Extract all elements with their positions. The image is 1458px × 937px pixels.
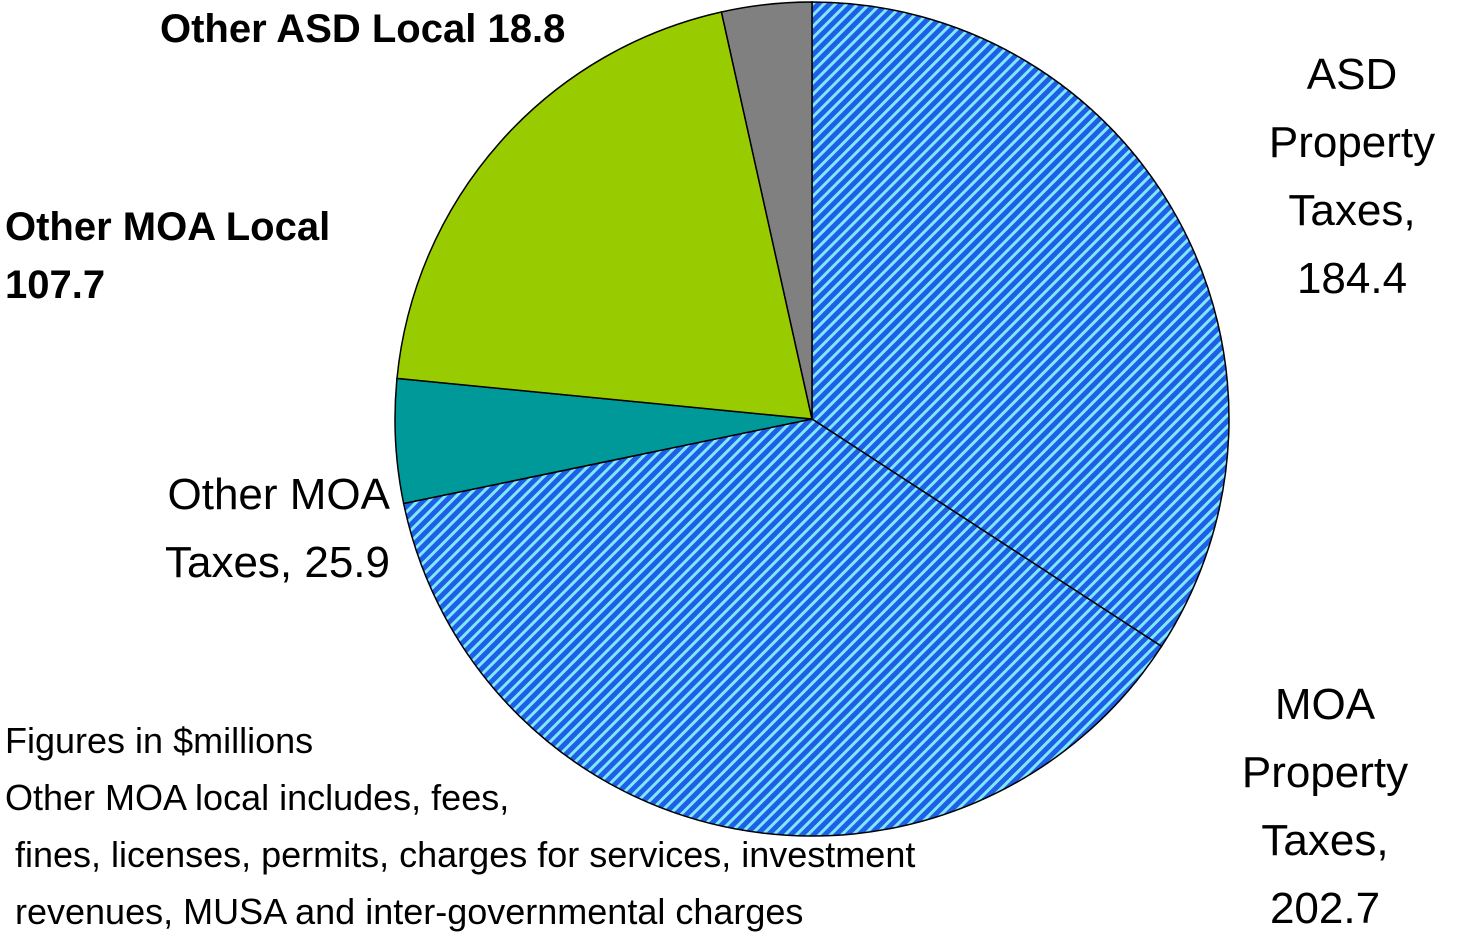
slice-label: Other MOA Taxes, 25.9	[164, 470, 390, 587]
pie-slice	[402, 418, 1163, 837]
note: fines, licenses, permits, charges for se…	[5, 834, 916, 875]
note: Other MOA local includes, fees,	[5, 777, 510, 818]
note: Figures in $millions	[5, 720, 314, 761]
slice-label: Other ASD Local 18.8	[160, 7, 566, 51]
slice-label: MOA Property Taxes, 202.7	[1241, 680, 1409, 933]
pie-slice	[811, 1, 1230, 648]
pie-slice	[720, 1, 813, 420]
slice-label: ASD Property Taxes, 184.4	[1268, 50, 1436, 303]
pie-slice	[396, 11, 813, 420]
note: revenues, MUSA and inter-governmental ch…	[5, 891, 804, 932]
slice-label: Other MOA Local 107.7	[5, 205, 331, 307]
